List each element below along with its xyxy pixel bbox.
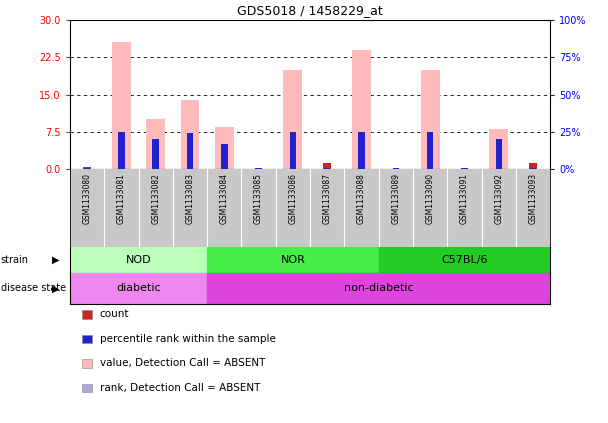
Bar bbox=[70, 169, 104, 247]
Bar bbox=[147, 119, 165, 169]
Text: ▶: ▶ bbox=[52, 283, 60, 293]
Text: non-diabetic: non-diabetic bbox=[344, 283, 413, 293]
Bar bbox=[255, 168, 262, 169]
Text: GSM1133093: GSM1133093 bbox=[528, 173, 537, 224]
Text: GSM1133087: GSM1133087 bbox=[323, 173, 332, 224]
Bar bbox=[496, 139, 502, 169]
Bar bbox=[173, 169, 207, 247]
Bar bbox=[207, 273, 550, 304]
Text: percentile rank within the sample: percentile rank within the sample bbox=[100, 334, 275, 344]
Bar bbox=[241, 169, 276, 247]
Text: rank, Detection Call = ABSENT: rank, Detection Call = ABSENT bbox=[100, 383, 260, 393]
Bar bbox=[421, 70, 440, 169]
Bar bbox=[221, 144, 227, 169]
Text: GSM1133084: GSM1133084 bbox=[220, 173, 229, 224]
Bar bbox=[181, 99, 199, 169]
Bar bbox=[324, 168, 330, 169]
Bar bbox=[139, 169, 173, 247]
Text: GSM1133085: GSM1133085 bbox=[254, 173, 263, 224]
Bar bbox=[112, 42, 131, 169]
Bar bbox=[352, 50, 371, 169]
Bar bbox=[153, 139, 159, 169]
Text: disease state: disease state bbox=[1, 283, 66, 293]
Text: diabetic: diabetic bbox=[116, 283, 161, 293]
Bar bbox=[344, 169, 379, 247]
Text: count: count bbox=[100, 309, 130, 319]
Bar bbox=[70, 273, 207, 304]
Title: GDS5018 / 1458229_at: GDS5018 / 1458229_at bbox=[237, 4, 383, 17]
Bar bbox=[530, 168, 536, 169]
Bar bbox=[413, 169, 447, 247]
Bar bbox=[379, 247, 550, 273]
Bar bbox=[393, 168, 399, 169]
Text: GSM1133080: GSM1133080 bbox=[83, 173, 92, 224]
Bar bbox=[447, 169, 482, 247]
Text: NOR: NOR bbox=[280, 255, 305, 265]
Text: GSM1133088: GSM1133088 bbox=[357, 173, 366, 224]
Bar bbox=[207, 169, 241, 247]
Text: GSM1133089: GSM1133089 bbox=[392, 173, 400, 224]
Bar bbox=[290, 132, 296, 169]
Text: NOD: NOD bbox=[126, 255, 151, 265]
Bar bbox=[516, 169, 550, 247]
Bar bbox=[70, 247, 207, 273]
Text: GSM1133090: GSM1133090 bbox=[426, 173, 435, 224]
Text: GSM1133092: GSM1133092 bbox=[494, 173, 503, 224]
Bar bbox=[482, 169, 516, 247]
Bar bbox=[379, 169, 413, 247]
Text: GSM1133091: GSM1133091 bbox=[460, 173, 469, 224]
Text: value, Detection Call = ABSENT: value, Detection Call = ABSENT bbox=[100, 358, 265, 368]
Bar bbox=[489, 129, 508, 169]
Text: GSM1133081: GSM1133081 bbox=[117, 173, 126, 224]
Text: ▶: ▶ bbox=[52, 255, 60, 265]
Bar bbox=[530, 163, 537, 169]
Bar bbox=[118, 132, 125, 169]
Bar bbox=[283, 70, 302, 169]
Bar bbox=[207, 247, 379, 273]
Bar bbox=[358, 132, 365, 169]
Bar bbox=[84, 168, 90, 169]
Bar bbox=[104, 169, 139, 247]
Text: GSM1133086: GSM1133086 bbox=[288, 173, 297, 224]
Bar bbox=[427, 132, 434, 169]
Bar bbox=[215, 127, 233, 169]
Text: strain: strain bbox=[1, 255, 29, 265]
Bar bbox=[310, 169, 344, 247]
Bar bbox=[83, 168, 91, 169]
Bar bbox=[461, 168, 468, 169]
Text: GSM1133082: GSM1133082 bbox=[151, 173, 160, 224]
Text: C57BL/6: C57BL/6 bbox=[441, 255, 488, 265]
Text: GSM1133083: GSM1133083 bbox=[185, 173, 195, 224]
Bar bbox=[187, 133, 193, 169]
Bar bbox=[323, 163, 331, 169]
Bar bbox=[276, 169, 310, 247]
